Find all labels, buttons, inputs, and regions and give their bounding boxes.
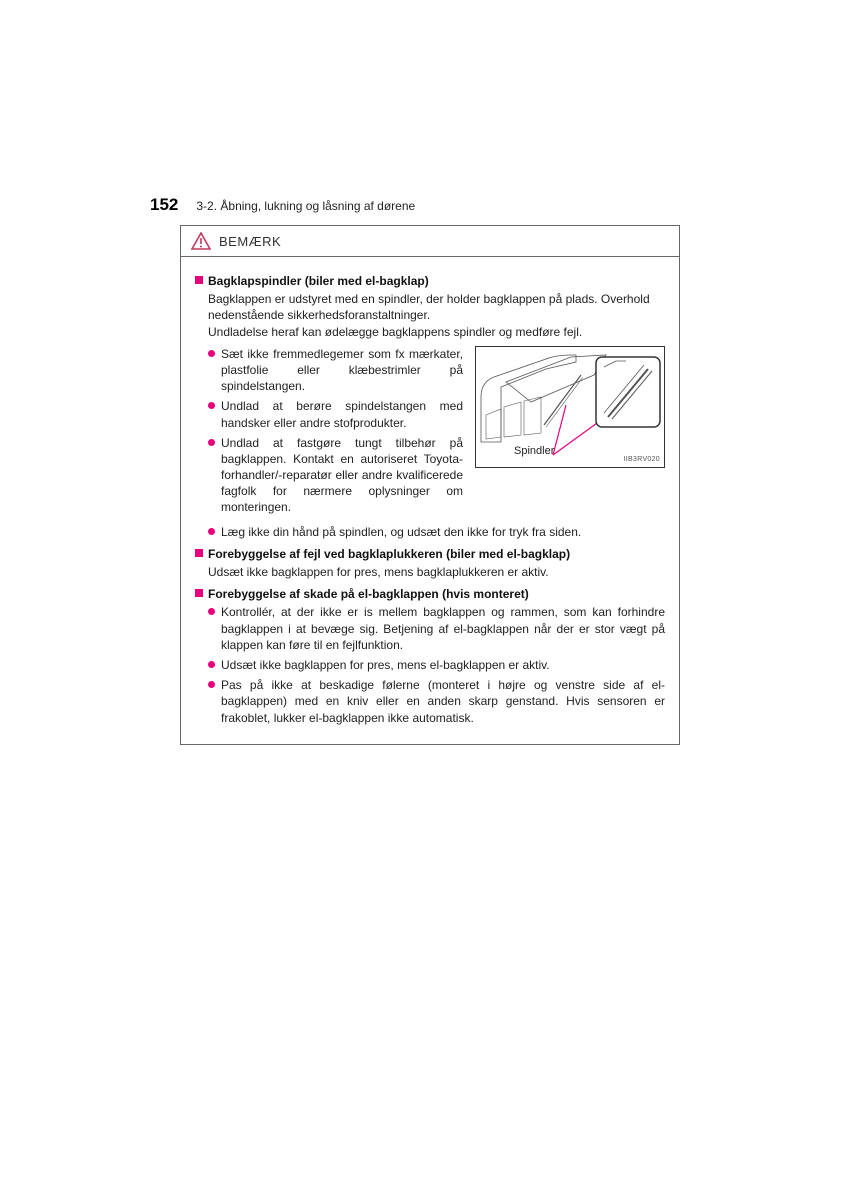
round-bullet-icon [208, 528, 215, 535]
bullet-item: Sæt ikke fremmedlegemer som fx mærkater,… [208, 346, 463, 395]
bullet-text: Sæt ikke fremmedlegemer som fx mærkater,… [221, 346, 463, 395]
bullet-text: Undlad at fastgøre tungt tilbehør på bag… [221, 435, 463, 516]
square-bullet-icon [195, 276, 203, 284]
page-header: 152 3-2. Åbning, lukning og låsning af d… [150, 195, 690, 215]
bullet-text: Kontrollér, at der ikke er is mellem bag… [221, 604, 665, 653]
bullet-item: Undlad at fastgøre tungt tilbehør på bag… [208, 435, 463, 516]
bullet-text: Udsæt ikke bagklappen for pres, mens el-… [221, 657, 550, 673]
bullet-text: Læg ikke din hånd på spindlen, og udsæt … [221, 524, 581, 540]
round-bullet-icon [208, 661, 215, 668]
right-column: Spindler IIB3RV020 [475, 346, 665, 520]
bullet-item: Pas på ikke at beskadige følerne (monter… [208, 677, 665, 726]
notice-box: BEMÆRK Bagklapspindler (biler med el-bag… [180, 225, 680, 745]
left-column: Sæt ikke fremmedlegemer som fx mærkater,… [208, 346, 463, 520]
page-number: 152 [150, 195, 178, 215]
round-bullet-icon [208, 402, 215, 409]
warning-triangle-icon [191, 232, 211, 250]
round-bullet-icon [208, 608, 215, 615]
bullet-item: Udsæt ikke bagklappen for pres, mens el-… [208, 657, 665, 673]
illustration-label: Spindler [514, 444, 554, 459]
notice-body: Bagklapspindler (biler med el-bagklap) B… [181, 257, 679, 744]
illustration-code: IIB3RV020 [624, 455, 660, 464]
intro-paragraph: Bagklappen er udstyret med en spindler, … [208, 291, 665, 340]
bullet-text: Pas på ikke at beskadige følerne (monter… [221, 677, 665, 726]
document-page: 152 3-2. Åbning, lukning og låsning af d… [150, 195, 690, 745]
subheading: Bagklapspindler (biler med el-bagklap) [195, 273, 665, 289]
round-bullet-icon [208, 350, 215, 357]
notice-title: BEMÆRK [219, 234, 281, 249]
bullet-item: Læg ikke din hånd på spindlen, og udsæt … [208, 524, 665, 540]
square-bullet-icon [195, 549, 203, 557]
round-bullet-icon [208, 681, 215, 688]
round-bullet-icon [208, 439, 215, 446]
subheading: Forebyggelse af skade på el-bagklappen (… [195, 586, 665, 602]
subheading-text: Bagklapspindler (biler med el-bagklap) [208, 273, 429, 289]
two-column-row: Sæt ikke fremmedlegemer som fx mærkater,… [208, 346, 665, 520]
paragraph: Udsæt ikke bagklappen for pres, mens bag… [208, 564, 665, 580]
subheading-text: Forebyggelse af skade på el-bagklappen (… [208, 586, 529, 602]
spindle-illustration: Spindler IIB3RV020 [475, 346, 665, 468]
bullet-text: Undlad at berøre spindelstangen med hand… [221, 398, 463, 430]
subheading: Forebyggelse af fejl ved bagklaplukkeren… [195, 546, 665, 562]
bullet-item: Kontrollér, at der ikke er is mellem bag… [208, 604, 665, 653]
bullet-item: Undlad at berøre spindelstangen med hand… [208, 398, 463, 430]
section-title: 3-2. Åbning, lukning og låsning af døren… [196, 199, 415, 213]
subheading-text: Forebyggelse af fejl ved bagklaplukkeren… [208, 546, 570, 562]
square-bullet-icon [195, 589, 203, 597]
notice-header: BEMÆRK [181, 226, 679, 257]
